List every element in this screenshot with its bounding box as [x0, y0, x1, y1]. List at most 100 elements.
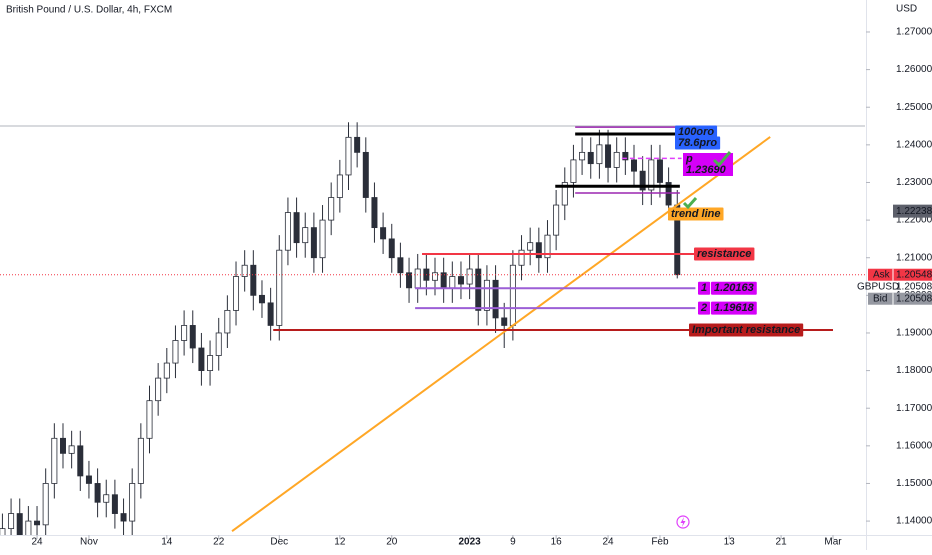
candle-body — [631, 159, 637, 172]
level-label-bg — [711, 281, 757, 295]
candle-body — [380, 227, 387, 240]
candle-body — [241, 264, 248, 277]
candle-body — [250, 264, 257, 296]
x-tick-label: Mar — [824, 537, 842, 548]
level-label-bg — [711, 301, 757, 315]
candle-body — [397, 257, 404, 274]
x-tick-label: 12 — [334, 537, 346, 548]
candle-body — [181, 325, 188, 341]
resistance-label-bg — [694, 247, 755, 261]
candle-body — [501, 317, 508, 326]
candle-body — [224, 309, 231, 334]
candle-body — [639, 170, 646, 191]
fib-label: 100oro — [675, 125, 718, 139]
candle-body — [0, 528, 6, 535]
level-label: 1.19618 — [711, 301, 757, 315]
candle-body — [198, 347, 205, 371]
candle-body — [475, 268, 482, 311]
x-tick-label: Feb — [651, 537, 669, 548]
y-tick-label: 1.17000 — [896, 403, 932, 414]
bid-value: 1.20508 — [896, 293, 932, 304]
y-tick-label: 1.24000 — [896, 139, 932, 150]
important-resistance-label-bg — [689, 323, 804, 337]
candle-body — [77, 445, 84, 477]
pivot-label: p1.23690 — [683, 153, 733, 176]
candle-body — [129, 483, 136, 522]
level-tag-text: 1 — [701, 282, 707, 294]
resistance-label: resistance — [694, 247, 755, 261]
price-marker-bg — [893, 204, 932, 218]
candle-body — [449, 276, 456, 289]
candle-body — [432, 272, 439, 281]
level-label: 1.20163 — [711, 281, 757, 295]
level-tag-bg — [698, 301, 711, 315]
candle-body — [155, 377, 162, 402]
candle-body — [518, 249, 525, 266]
candle-body — [362, 151, 369, 198]
fib-label-text: 100oro — [678, 126, 714, 138]
level-tag-text: 2 — [700, 302, 707, 314]
price-marker: 1.22238 — [893, 204, 932, 218]
candle-body — [648, 159, 655, 191]
lightning-bolt[interactable] — [680, 517, 686, 527]
candle-body — [258, 294, 265, 304]
candle-body — [68, 445, 75, 454]
price-value: 1.20508 — [896, 281, 932, 292]
y-tick-label: 1.21000 — [896, 252, 932, 263]
x-tick-label: 9 — [510, 537, 516, 548]
y-tick-label: 1.22000 — [896, 215, 932, 226]
candle-body — [85, 475, 92, 484]
currency-label: USD — [896, 4, 917, 15]
candle-body — [483, 279, 490, 311]
candle-body — [371, 197, 378, 229]
x-tick-label: 2023 — [458, 537, 481, 548]
candle-body — [414, 268, 421, 289]
candle-body — [613, 151, 620, 168]
candle-body — [51, 437, 58, 484]
candle-body — [111, 494, 118, 514]
candle-body — [466, 268, 473, 285]
candle-body — [328, 197, 335, 221]
candle-body — [137, 437, 144, 484]
candle-body — [189, 325, 196, 349]
x-tick-label: 24 — [31, 537, 43, 548]
price-marker-label: 1.22238 — [896, 206, 932, 217]
candle-body — [276, 249, 283, 326]
candle-body — [354, 136, 361, 153]
y-tick-label: 1.14000 — [896, 516, 932, 527]
trend-line — [231, 136, 771, 533]
candle-body — [622, 151, 629, 161]
candle-body — [561, 182, 568, 206]
lightning-ring[interactable] — [676, 515, 690, 529]
bid-label: Bid — [873, 293, 887, 304]
y-tick-label: 1.26000 — [896, 64, 932, 75]
candle-body — [527, 242, 534, 251]
x-tick-label: 13 — [724, 537, 736, 548]
candle-body — [16, 513, 23, 535]
candle-body — [8, 513, 15, 530]
ask-label: Ask — [873, 269, 891, 280]
resistance-label-text: resistance — [697, 248, 751, 260]
level-tag: 2 — [698, 301, 711, 315]
bid-bg — [868, 292, 932, 305]
candle-body — [345, 136, 352, 176]
candle-body — [587, 151, 594, 165]
level-label-text: 1.19618 — [714, 302, 755, 314]
important-resistance-label-text: Important resistance — [692, 324, 800, 336]
lightning-icon[interactable] — [676, 515, 690, 529]
x-tick-label: Dec — [270, 537, 288, 548]
candle-body — [42, 483, 49, 526]
x-tick-label: 14 — [161, 537, 173, 548]
level-tag: 1 — [698, 281, 711, 295]
candle-body — [656, 159, 663, 183]
candle-body — [596, 144, 603, 165]
pivot-value: 1.23690 — [686, 164, 727, 176]
chart-title: British Pound / U.S. Dollar, 4h, FXCM — [6, 5, 172, 16]
fib-label-bg — [675, 125, 718, 139]
y-tick-label: 1.25000 — [896, 102, 932, 113]
candle-body — [215, 332, 222, 356]
candle-body — [207, 355, 214, 371]
candle-body — [492, 279, 499, 319]
fib-label: 78.6pro — [675, 136, 721, 150]
candle-body — [172, 340, 179, 364]
